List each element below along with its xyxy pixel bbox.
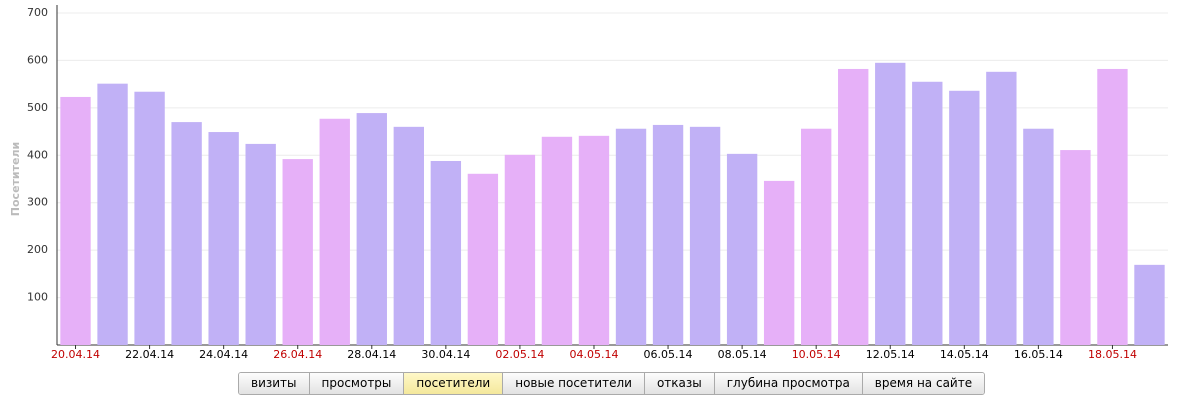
- bar: [615, 128, 647, 345]
- bar: [949, 90, 980, 345]
- bar: [430, 160, 462, 345]
- bar: [912, 81, 943, 346]
- x-tick-label: 04.05.14: [569, 348, 618, 361]
- bar: [208, 132, 239, 345]
- bar: [763, 180, 795, 345]
- bar: [1060, 150, 1091, 345]
- chart: Посетители 100 200 300 400 500 600 700 20.04.14…: [9, 5, 1168, 361]
- tab[interactable]: новые посетители: [503, 373, 645, 394]
- x-tick-label: 18.05.14: [1088, 348, 1137, 361]
- bar: [875, 62, 906, 346]
- y-tick-label: 200: [27, 243, 48, 256]
- x-tick-label: 30.04.14: [421, 348, 470, 361]
- bar: [652, 124, 684, 345]
- bar: [726, 153, 758, 345]
- tab[interactable]: визиты: [239, 373, 310, 394]
- x-tick-label: 16.05.14: [1014, 348, 1063, 361]
- bar: [541, 136, 573, 345]
- bar: [171, 122, 202, 345]
- x-tick-label: 28.04.14: [347, 348, 396, 361]
- bar: [393, 126, 425, 345]
- x-tick-label: 06.05.14: [644, 348, 693, 361]
- bar: [1134, 264, 1165, 345]
- tab[interactable]: просмотры: [309, 373, 405, 394]
- x-tick-label: 26.04.14: [273, 348, 322, 361]
- x-tick-label: 14.05.14: [940, 348, 989, 361]
- bar: [97, 83, 128, 345]
- y-tick-label: 700: [27, 6, 48, 19]
- bar: [1023, 128, 1054, 345]
- bar: [319, 118, 350, 345]
- y-tick-label: 100: [27, 291, 48, 304]
- x-tick-label: 24.04.14: [199, 348, 248, 361]
- tab[interactable]: глубина просмотра: [714, 373, 863, 394]
- x-tick-label: 20.04.14: [51, 348, 100, 361]
- bar: [245, 143, 276, 345]
- bar: [986, 71, 1017, 345]
- y-tick-label: 300: [27, 196, 48, 209]
- y-tick-label: 600: [27, 53, 48, 66]
- x-tick-label: 02.05.14: [495, 348, 544, 361]
- x-tick-label: 10.05.14: [792, 348, 841, 361]
- tab[interactable]: отказы: [644, 373, 715, 394]
- y-tick-label: 500: [27, 101, 48, 114]
- bar: [578, 135, 610, 345]
- y-tick-label: 400: [27, 148, 48, 161]
- bar: [467, 173, 499, 345]
- bar: [800, 128, 832, 345]
- tab[interactable]: время на сайте: [862, 373, 985, 394]
- x-tick-label: 22.04.14: [125, 348, 174, 361]
- bar: [838, 68, 869, 346]
- y-axis-label: Посетители: [9, 142, 22, 216]
- tab[interactable]: посетители: [404, 373, 504, 394]
- x-tick-label: 08.05.14: [718, 348, 767, 361]
- bar: [504, 154, 536, 345]
- bar: [356, 113, 387, 346]
- tab-bar: визиты просмотры посетители новые посетител…: [238, 372, 986, 395]
- bar: [282, 159, 313, 345]
- bar: [60, 96, 91, 345]
- x-tick-label: 12.05.14: [866, 348, 915, 361]
- bar: [689, 126, 721, 345]
- bar: [134, 91, 165, 345]
- bar: [1097, 68, 1128, 346]
